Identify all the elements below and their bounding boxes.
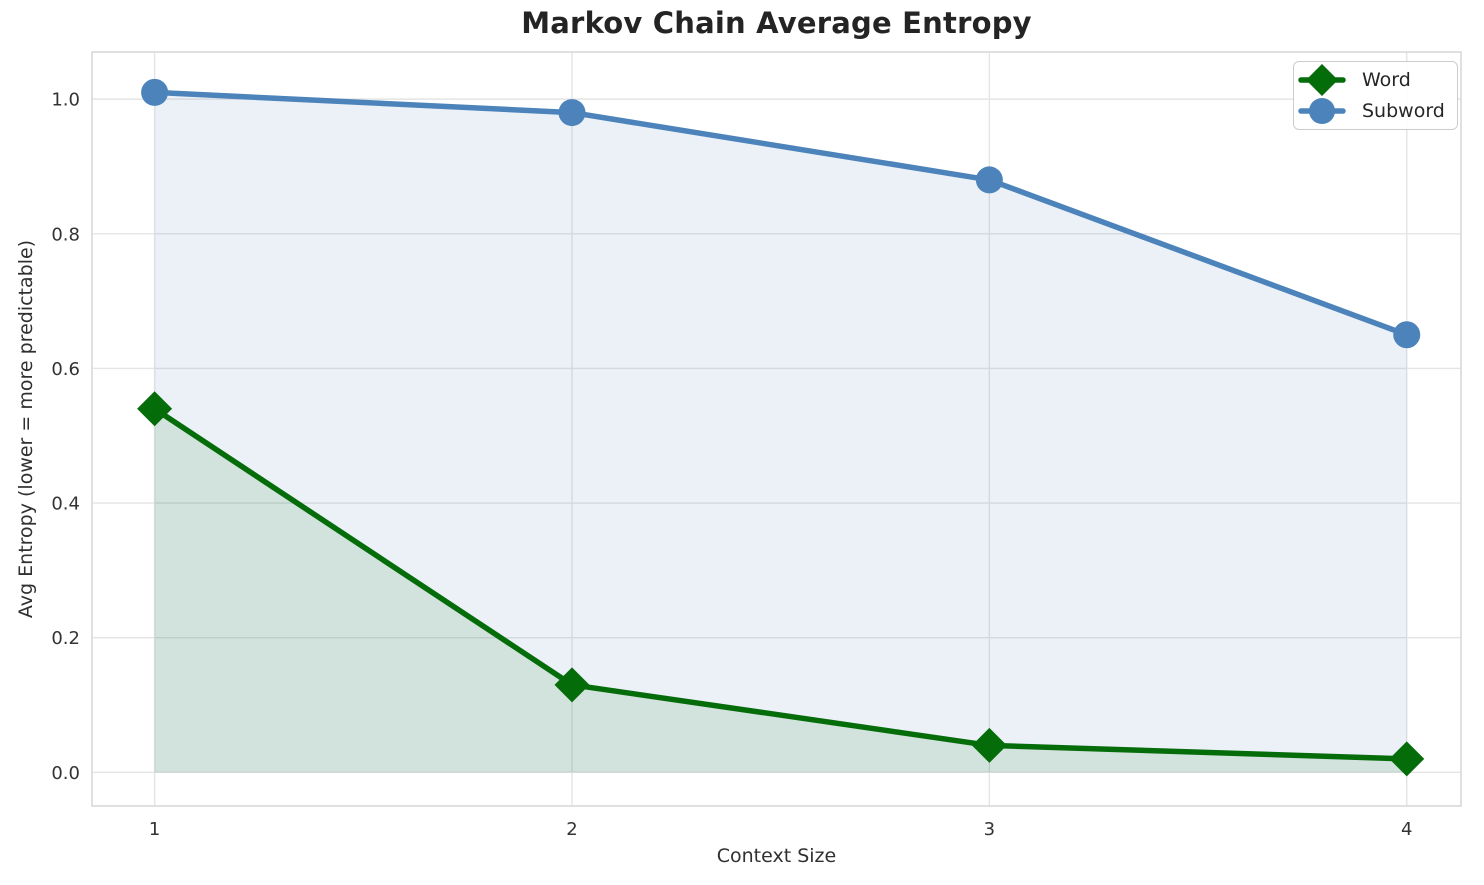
legend-label-word: Word bbox=[1362, 69, 1411, 92]
subword-line bbox=[151, 89, 1410, 338]
word-area-fill bbox=[154, 408, 1407, 773]
legend-label-subword: Subword bbox=[1362, 99, 1445, 122]
word-legend-marker bbox=[1306, 64, 1338, 97]
y-tick-label: 0.0 bbox=[51, 763, 80, 784]
y-tick-label: 1.0 bbox=[51, 90, 80, 111]
word-line bbox=[151, 406, 1410, 762]
x-tick-label: 2 bbox=[566, 819, 577, 840]
y-tick-label: 0.4 bbox=[51, 494, 80, 515]
subword-marker bbox=[1393, 321, 1421, 349]
word-marker bbox=[971, 727, 1007, 763]
x-tick-label: 1 bbox=[149, 819, 160, 840]
y-tick-label: 0.8 bbox=[51, 224, 80, 245]
plot-border bbox=[91, 51, 1462, 807]
word-legend-marker-icon bbox=[1298, 64, 1346, 97]
chart-title: Markov Chain Average Entropy bbox=[521, 6, 1032, 40]
subword-marker bbox=[975, 166, 1003, 194]
subword-legend-marker-icon bbox=[1298, 97, 1346, 124]
y-axis-label: Avg Entropy (lower = more predictable) bbox=[15, 239, 37, 619]
y-tick-label: 0.2 bbox=[51, 628, 80, 649]
subword-area-fill bbox=[154, 92, 1407, 773]
x-tick-label: 4 bbox=[1401, 819, 1412, 840]
legend-item-word: Word bbox=[1298, 64, 1449, 97]
word-marker bbox=[554, 667, 590, 703]
word-marker bbox=[1389, 741, 1425, 777]
y-tick-label: 0.6 bbox=[51, 359, 80, 380]
legend: Word Subword bbox=[1293, 61, 1458, 130]
legend-item-subword: Subword bbox=[1298, 96, 1449, 126]
subword-marker bbox=[558, 99, 586, 127]
word-marker bbox=[137, 391, 173, 427]
subword-legend-marker bbox=[1309, 97, 1335, 124]
x-axis-label: Context Size bbox=[716, 845, 837, 867]
subword-marker bbox=[141, 78, 169, 106]
x-tick-label: 3 bbox=[984, 819, 995, 840]
